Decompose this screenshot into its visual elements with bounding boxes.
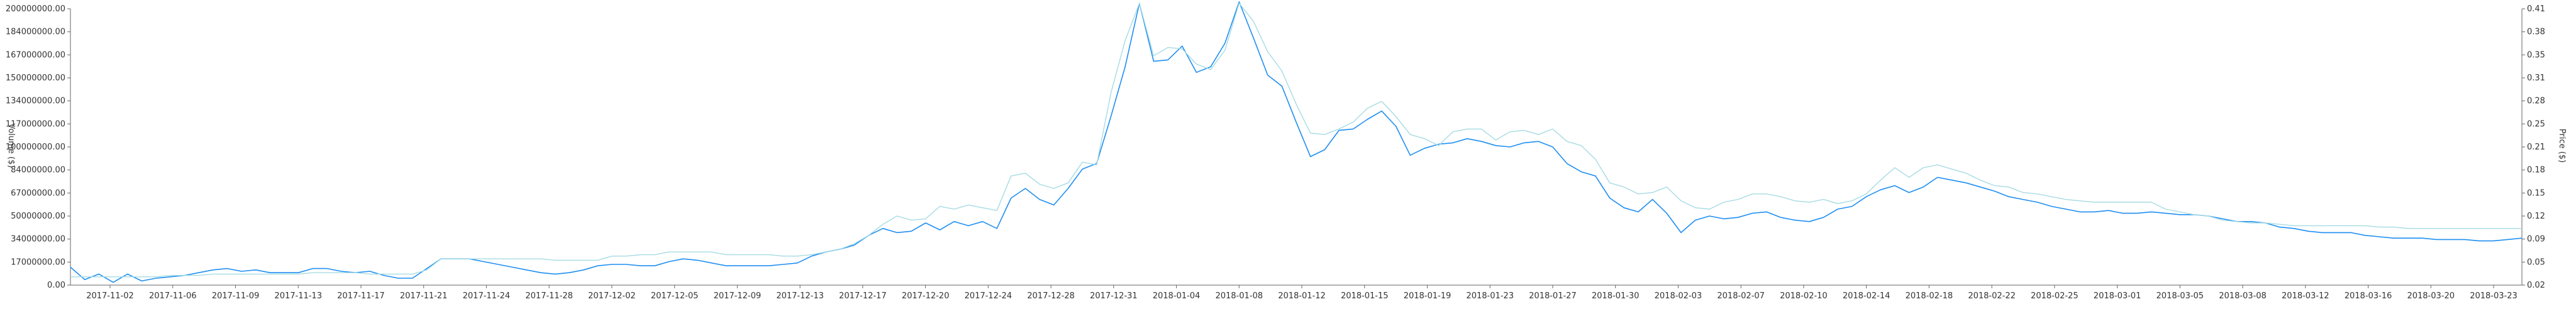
y-left-tick-label: 17000000.00 bbox=[11, 257, 65, 267]
x-tick-label: 2017-12-24 bbox=[965, 291, 1013, 301]
y-left-tick-label: 34000000.00 bbox=[11, 235, 65, 244]
y-right-tick-label: 0.28 bbox=[2527, 97, 2545, 106]
x-tick-label: 2017-11-02 bbox=[86, 291, 134, 301]
x-tick-label: 2018-01-04 bbox=[1153, 291, 1201, 301]
y-right-tick-label: 0.05 bbox=[2527, 257, 2545, 267]
x-tick-label: 2018-02-18 bbox=[1906, 291, 1953, 301]
x-tick-label: 2017-11-17 bbox=[337, 291, 385, 301]
x-tick-label: 2018-03-01 bbox=[2094, 291, 2141, 301]
y-right-tick-label: 0.25 bbox=[2527, 119, 2545, 129]
y-right-tick-label: 0.12 bbox=[2527, 212, 2545, 221]
x-tick-label: 2018-01-30 bbox=[1592, 291, 1640, 301]
y-left-tick-label: 84000000.00 bbox=[11, 166, 65, 175]
x-tick-label: 2017-11-21 bbox=[400, 291, 448, 301]
y-left-tick-label: 50000000.00 bbox=[11, 212, 65, 221]
series-layer bbox=[70, 1, 2523, 283]
x-tick-label: 2017-12-17 bbox=[839, 291, 887, 301]
x-tick-label: 2018-01-15 bbox=[1341, 291, 1389, 301]
x-tick-label: 2018-02-25 bbox=[2031, 291, 2079, 301]
x-tick-label: 2017-11-09 bbox=[212, 291, 260, 301]
x-tick-label: 2018-03-16 bbox=[2345, 291, 2392, 301]
x-tick-label: 2017-11-24 bbox=[463, 291, 511, 301]
x-tick-label: 2018-02-22 bbox=[1968, 291, 2016, 301]
x-tick-label: 2017-12-02 bbox=[588, 291, 636, 301]
x-tick-label: 2018-03-05 bbox=[2157, 291, 2204, 301]
x-tick-label: 2017-11-13 bbox=[274, 291, 322, 301]
y-right-tick-label: 0.09 bbox=[2527, 235, 2545, 244]
x-tick-label: 2018-02-14 bbox=[1843, 291, 1890, 301]
x-tick-label: 2018-03-08 bbox=[2219, 291, 2267, 301]
y-axis-left-title: Volume ($) bbox=[6, 124, 16, 168]
y-left-tick-label: 134000000.00 bbox=[6, 97, 65, 106]
y-right-tick-label: 0.38 bbox=[2527, 28, 2545, 37]
y-left-tick-label: 184000000.00 bbox=[6, 28, 65, 37]
x-tick-label: 2017-12-13 bbox=[776, 291, 824, 301]
series-line-price bbox=[70, 3, 2522, 278]
x-tick-label: 2017-11-06 bbox=[149, 291, 197, 301]
y-left-tick-label: 0.00 bbox=[47, 281, 65, 290]
y-axis-right-title: Price ($) bbox=[2557, 129, 2567, 163]
y-left-tick-label: 67000000.00 bbox=[11, 188, 65, 198]
y-right-tick-label: 0.18 bbox=[2527, 166, 2545, 175]
x-tick-label: 2018-02-10 bbox=[1780, 291, 1828, 301]
y-left-tick-label: 200000000.00 bbox=[6, 4, 65, 14]
axes-layer: 0.00 17000000.00 34000000.00 50000000.00 670… bbox=[6, 4, 2545, 301]
x-tick-label: 2017-12-20 bbox=[902, 291, 950, 301]
x-tick-label: 2018-01-08 bbox=[1215, 291, 1263, 301]
x-tick-label: 2017-12-31 bbox=[1090, 291, 1138, 301]
x-tick-label: 2018-02-07 bbox=[1717, 291, 1765, 301]
y-left-tick-label: 100000000.00 bbox=[6, 143, 65, 152]
x-tick-label: 2018-01-23 bbox=[1466, 291, 1514, 301]
x-tick-label: 2017-12-09 bbox=[714, 291, 762, 301]
y-right-tick-label: 0.02 bbox=[2527, 281, 2545, 290]
y-right-tick-label: 0.31 bbox=[2527, 73, 2545, 83]
x-tick-label: 2018-03-23 bbox=[2470, 291, 2518, 301]
y-right-tick-label: 0.15 bbox=[2527, 188, 2545, 198]
x-tick-label: 2017-11-28 bbox=[525, 291, 573, 301]
y-right-tick-label: 0.41 bbox=[2527, 4, 2545, 14]
x-tick-label: 2018-01-27 bbox=[1529, 291, 1577, 301]
y-left-tick-label: 167000000.00 bbox=[6, 50, 65, 60]
x-tick-label: 2018-02-03 bbox=[1655, 291, 1702, 301]
x-tick-label: 2018-01-19 bbox=[1404, 291, 1452, 301]
x-tick-label: 2017-12-28 bbox=[1027, 291, 1075, 301]
y-right-tick-label: 0.35 bbox=[2527, 50, 2545, 60]
series-line-volume bbox=[70, 1, 2523, 283]
y-left-tick-label: 117000000.00 bbox=[6, 119, 65, 129]
x-tick-label: 2018-03-12 bbox=[2282, 291, 2329, 301]
x-tick-label: 2017-12-05 bbox=[651, 291, 699, 301]
y-right-tick-label: 0.21 bbox=[2527, 143, 2545, 152]
x-tick-label: 2018-03-20 bbox=[2407, 291, 2455, 301]
x-tick-label: 2018-01-12 bbox=[1278, 291, 1326, 301]
y-left-tick-label: 150000000.00 bbox=[6, 73, 65, 83]
